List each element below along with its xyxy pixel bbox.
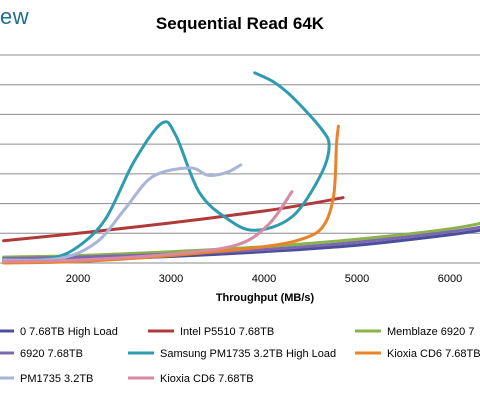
brand-logo-text: ew — [0, 4, 30, 29]
x-tick-label: 2000 — [66, 273, 90, 285]
x-tick-label: 3000 — [159, 273, 183, 285]
legend: 0 7.68TB High Load Intel P5510 7.68TB Memb… — [0, 326, 480, 385]
x-axis-label: Throughput (MB/s) — [216, 292, 315, 304]
series-line-6 — [2, 163, 243, 262]
series-line-7 — [2, 190, 294, 263]
legend-item-label: Kioxia CD6 7.68TB — [387, 348, 480, 360]
x-axis-ticks: 2000 3000 4000 5000 6000 — [66, 273, 462, 285]
legend-item-label: Intel P5510 7.68TB — [180, 326, 274, 338]
x-tick-label: 4000 — [252, 273, 276, 285]
legend-item-label: 6920 7.68TB — [20, 348, 83, 360]
chart-title: Sequential Read 64K — [156, 14, 325, 33]
series-line-4 — [2, 71, 331, 263]
legend-item-label: Kioxia CD6 7.68TB — [160, 373, 254, 385]
legend-item-label: 0 7.68TB High Load — [20, 326, 118, 338]
legend-item-label: Memblaze 6920 7 — [387, 326, 474, 338]
series-line-3 — [2, 225, 480, 260]
x-tick-label: 6000 — [438, 273, 462, 285]
grid-lines — [0, 54, 480, 234]
legend-item-label: PM1735 3.2TB — [20, 373, 93, 385]
x-tick-label: 5000 — [345, 273, 369, 285]
series-line-1 — [2, 196, 345, 243]
legend-item-label: Samsung PM1735 3.2TB High Load — [160, 348, 336, 360]
series-group — [2, 71, 480, 265]
